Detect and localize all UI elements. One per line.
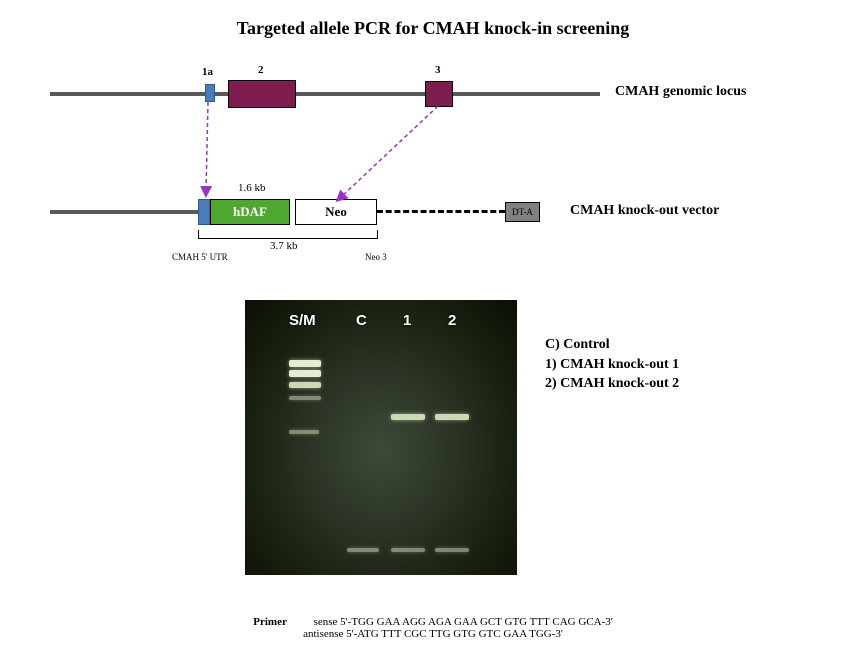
primer-antisense: antisense 5'-ATG TTT CGC TTG GTG GTC GAA… — [303, 628, 563, 640]
lower-band-c — [347, 548, 379, 552]
dta-label: DT-A — [512, 207, 533, 217]
kb-top-label: 1.6 kb — [238, 182, 266, 194]
exon-1a-label: 1a — [202, 66, 213, 78]
sample-band-1 — [391, 414, 425, 420]
primer-right-label: Neo 3 — [365, 252, 387, 262]
hdaf-box: hDAF — [210, 199, 290, 225]
bracket-top-h — [198, 230, 199, 238]
lane-label-2: 2 — [448, 312, 456, 329]
ladder-band — [289, 360, 321, 367]
exon-1a — [205, 84, 215, 102]
primer-footer: Primer sense 5'-TGG GAA AGG AGA GAA GCT … — [0, 616, 866, 640]
gel-image: S/M C 1 2 — [245, 300, 517, 575]
bracket-top-h2 — [377, 230, 378, 238]
neo-label: Neo — [325, 204, 347, 220]
figure-title: Targeted allele PCR for CMAH knock-in sc… — [0, 18, 866, 39]
primer-left-label: CMAH 5' UTR — [172, 252, 228, 262]
gel-legend: C) Control 1) CMAH knock-out 1 2) CMAH k… — [545, 335, 679, 394]
lane-label-c: C — [356, 312, 367, 329]
vector-line-left — [50, 210, 198, 214]
hdaf-label: hDAF — [233, 204, 267, 220]
ladder-band — [289, 382, 321, 388]
exon-2-label: 2 — [258, 64, 264, 76]
locus-line — [50, 92, 600, 96]
kb-bottom-label: 3.7 kb — [270, 240, 298, 252]
primer-label: Primer — [253, 616, 287, 628]
ladder-band — [289, 370, 321, 377]
vector-label: CMAH knock-out vector — [570, 203, 719, 219]
primer-sense: sense 5'-TGG GAA AGG AGA GAA GCT GTG TTT… — [314, 616, 613, 628]
exon-3 — [425, 81, 453, 107]
lower-band-2 — [435, 548, 469, 552]
lane-label-1: 1 — [403, 312, 411, 329]
bracket-bottom — [198, 238, 378, 239]
legend-c: C) Control — [545, 335, 679, 355]
locus-label: CMAH genomic locus — [615, 84, 746, 100]
arrow-exon3-to-vector — [330, 106, 450, 206]
diagram-area: 1a 2 3 CMAH genomic locus hDAF Neo DT-A … — [30, 60, 836, 280]
arrow-1a-to-vector — [202, 102, 214, 198]
ladder-band — [289, 396, 321, 400]
exon-3-label: 3 — [435, 64, 441, 76]
legend-1: 1) CMAH knock-out 1 — [545, 355, 679, 375]
lower-band-1 — [391, 548, 425, 552]
dta-box: DT-A — [505, 202, 540, 222]
ladder-band — [289, 430, 319, 434]
vector-line-right-dashed — [377, 210, 505, 213]
sample-band-2 — [435, 414, 469, 420]
legend-2: 2) CMAH knock-out 2 — [545, 374, 679, 394]
lane-label-sm: S/M — [289, 312, 316, 329]
gel-background — [245, 300, 517, 575]
exon-2 — [228, 80, 296, 108]
vector-blue-seg — [198, 199, 210, 225]
